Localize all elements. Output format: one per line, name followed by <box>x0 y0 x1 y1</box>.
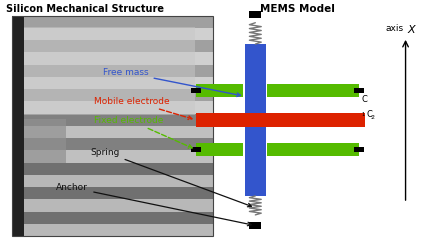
Bar <box>267 143 359 156</box>
Bar <box>24 212 213 224</box>
Bar <box>24 163 213 175</box>
Bar <box>24 28 213 40</box>
Text: C: C <box>361 95 367 104</box>
Bar <box>24 102 213 114</box>
Bar <box>24 77 213 89</box>
Bar <box>354 88 364 93</box>
Text: X: X <box>408 25 415 35</box>
Bar <box>12 16 213 236</box>
Text: Silicon Mechanical Structure: Silicon Mechanical Structure <box>6 4 164 14</box>
Text: $_1$: $_1$ <box>361 110 366 119</box>
Bar <box>24 52 213 65</box>
Bar <box>12 16 24 236</box>
Bar <box>267 84 359 97</box>
Bar <box>249 222 261 229</box>
Bar <box>196 143 244 156</box>
Text: Fixed electrode: Fixed electrode <box>95 115 192 148</box>
Bar <box>24 126 213 138</box>
Text: Free mass: Free mass <box>103 68 241 96</box>
Bar <box>354 147 364 152</box>
Bar <box>24 114 213 126</box>
Bar <box>24 138 213 150</box>
Bar <box>24 175 213 187</box>
Bar <box>24 40 213 52</box>
Bar <box>24 65 213 77</box>
Bar <box>24 224 213 236</box>
Bar <box>24 119 66 163</box>
Text: Spring: Spring <box>90 148 251 207</box>
Bar <box>196 84 244 97</box>
Bar <box>24 199 213 212</box>
Text: MEMS Model: MEMS Model <box>260 4 335 14</box>
Bar <box>24 150 213 163</box>
Bar <box>24 16 213 28</box>
Bar <box>24 27 195 115</box>
Bar <box>191 147 201 152</box>
Text: C: C <box>366 110 372 119</box>
Text: Anchor: Anchor <box>56 183 251 226</box>
Bar <box>196 114 366 126</box>
Bar <box>249 11 261 18</box>
Bar <box>24 187 213 199</box>
Text: Mobile electrode: Mobile electrode <box>95 96 192 120</box>
Bar <box>24 89 213 102</box>
Bar <box>245 44 266 196</box>
Text: 2: 2 <box>371 115 374 120</box>
Text: axis: axis <box>386 24 403 33</box>
Bar <box>191 88 201 93</box>
